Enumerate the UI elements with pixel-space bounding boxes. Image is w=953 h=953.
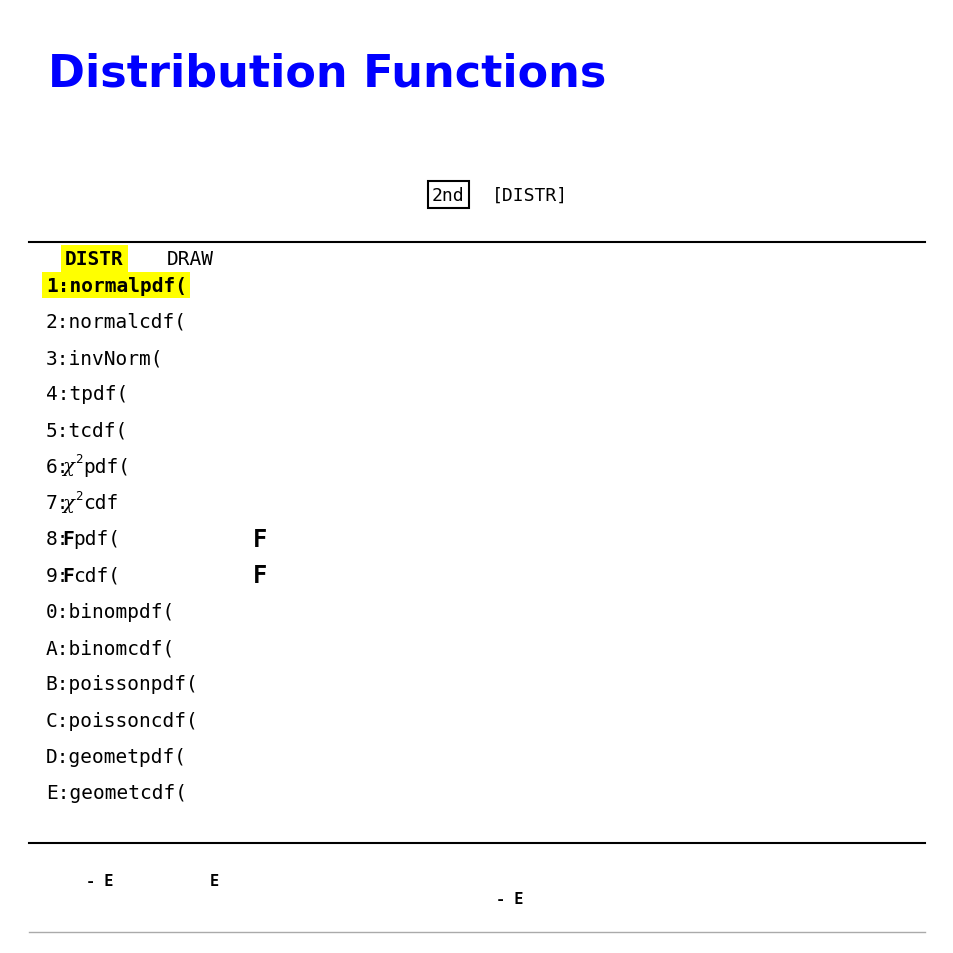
Text: χ: χ [63,495,74,512]
Text: E: E [210,873,219,888]
Text: D:geometpdf(: D:geometpdf( [46,747,187,766]
Text: F: F [63,566,74,585]
Text: 1:normalpdf(: 1:normalpdf( [46,276,187,295]
Text: 2:normalcdf(: 2:normalcdf( [46,313,187,332]
Text: 0:binompdf(: 0:binompdf( [46,602,174,621]
Text: F: F [253,563,267,588]
Text: 3:invNorm(: 3:invNorm( [46,349,163,368]
Text: 8:: 8: [46,530,70,549]
Text: 9:: 9: [46,566,70,585]
Text: cdf: cdf [84,494,119,513]
Text: 5:tcdf(: 5:tcdf( [46,421,128,440]
Text: 7:: 7: [46,494,70,513]
Text: B:poissonpdf(: B:poissonpdf( [46,675,198,694]
Text: 6:: 6: [46,457,70,476]
Text: 2: 2 [75,453,82,466]
Text: χ: χ [63,458,74,476]
Text: - E: - E [496,891,523,906]
Text: pdf(: pdf( [73,530,120,549]
Text: 4:tpdf(: 4:tpdf( [46,385,128,404]
Text: pdf(: pdf( [84,457,131,476]
Text: A:binomcdf(: A:binomcdf( [46,639,174,658]
Text: F: F [253,527,267,552]
Text: cdf(: cdf( [73,566,120,585]
Text: 2: 2 [75,489,82,502]
Text: DISTR: DISTR [65,250,124,269]
Text: - E: - E [86,873,113,888]
Text: [DISTR]: [DISTR] [491,187,567,204]
Text: C:poissoncdf(: C:poissoncdf( [46,711,198,730]
Text: Distribution Functions: Distribution Functions [48,52,605,95]
Text: E:geometcdf(: E:geometcdf( [46,783,187,802]
Text: F: F [63,530,74,549]
Text: DRAW: DRAW [167,250,213,269]
Text: 2nd: 2nd [432,187,464,204]
